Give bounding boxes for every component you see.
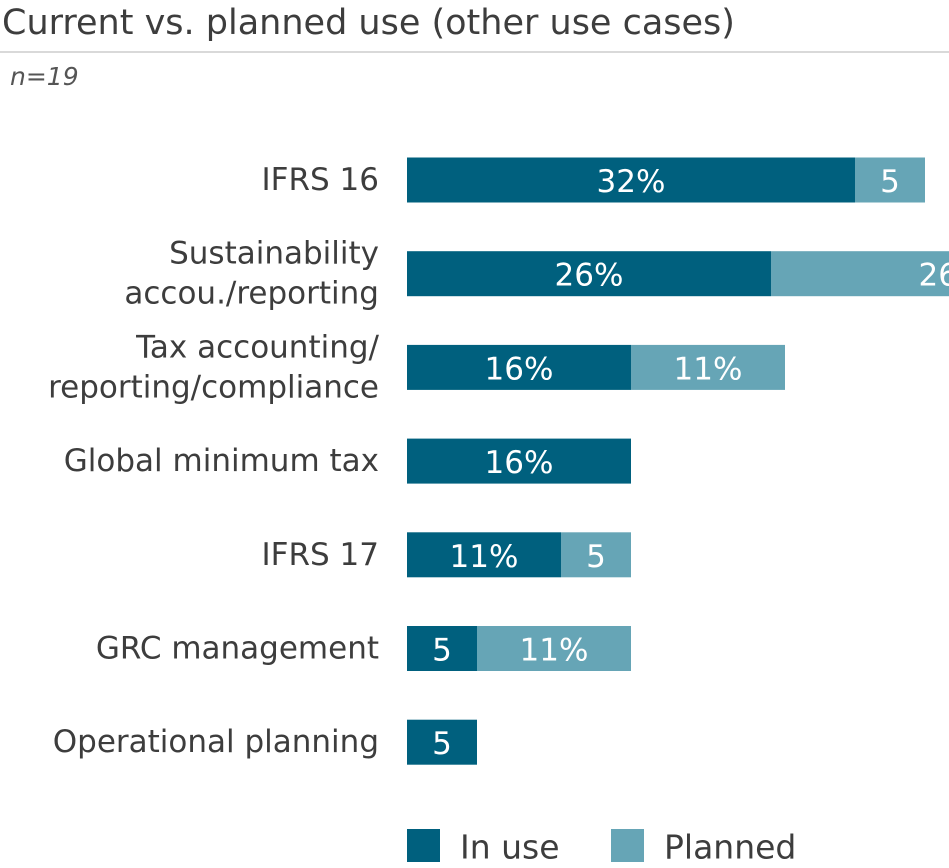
bar-in-use-ifrs-17 [407, 532, 561, 578]
data-label-in-use-operational-planning: 5 [432, 726, 452, 762]
category-label-sustainability-accou-reporting-line1: Sustainability [169, 236, 379, 272]
category-label-ifrs-16: IFRS 16 [262, 162, 380, 198]
bars-group: 32% 5 26% 26% 16% 11% 16% 11% 5 5 11% 5 [407, 157, 949, 765]
title-divider [0, 51, 949, 53]
legend-label-planned: Planned [664, 828, 796, 867]
category-label-operational-planning: Operational planning [53, 724, 379, 760]
bar-planned-tax-accounting-reporting-compliance [631, 344, 785, 390]
data-label-in-use-sustainability-accou-reporting: 26% [555, 258, 624, 294]
bar-in-use-tax-accounting-reporting-compliance [407, 344, 631, 390]
bar-planned-grc-management [477, 626, 631, 671]
category-labels: IFRS 16 Sustainability accou./reporting Tax… [48, 162, 379, 760]
legend-swatch-in-use [407, 829, 440, 862]
bar-planned-ifrs-17 [561, 532, 631, 578]
legend: In use Planned [407, 828, 796, 867]
bar-in-use-global-minimum-tax [407, 438, 631, 484]
legend-label-in-use: In use [460, 828, 560, 867]
category-label-tax-accounting-reporting-compliance-line2: reporting/compliance [48, 369, 379, 405]
bar-planned-sustainability-accou-reporting [771, 251, 949, 297]
data-label-in-use-grc-management: 5 [432, 633, 452, 669]
data-label-in-use-ifrs-17: 11% [450, 539, 519, 575]
data-label-planned-grc-management: 11% [520, 633, 589, 669]
data-label-in-use-global-minimum-tax: 16% [485, 445, 554, 481]
bar-planned-ifrs-16 [855, 157, 925, 203]
bar-in-use-sustainability-accou-reporting [407, 251, 771, 297]
category-label-sustainability-accou-reporting-line2: accou./reporting [124, 276, 379, 312]
chart-subtitle: n=19 [10, 62, 79, 91]
category-label-global-minimum-tax: Global minimum tax [64, 443, 379, 479]
legend-swatch-planned [611, 829, 644, 862]
bar-in-use-grc-management [407, 626, 477, 671]
category-label-grc-management: GRC management [96, 631, 379, 667]
data-label-planned-tax-accounting-reporting-compliance: 11% [674, 351, 743, 387]
bar-in-use-ifrs-16 [407, 157, 855, 203]
data-label-planned-ifrs-17: 5 [586, 539, 606, 575]
data-label-in-use-tax-accounting-reporting-compliance: 16% [485, 351, 554, 387]
category-label-tax-accounting-reporting-compliance-line1: Tax accounting/ [135, 329, 379, 365]
data-label-in-use-ifrs-16: 32% [597, 164, 666, 200]
category-label-ifrs-17: IFRS 17 [262, 537, 380, 573]
bar-in-use-operational-planning [407, 719, 477, 765]
data-label-planned-ifrs-16: 5 [880, 164, 900, 200]
chart-title: Current vs. planned use (other use cases… [2, 3, 735, 43]
data-label-planned-sustainability-accou-reporting: 26% [919, 258, 949, 294]
